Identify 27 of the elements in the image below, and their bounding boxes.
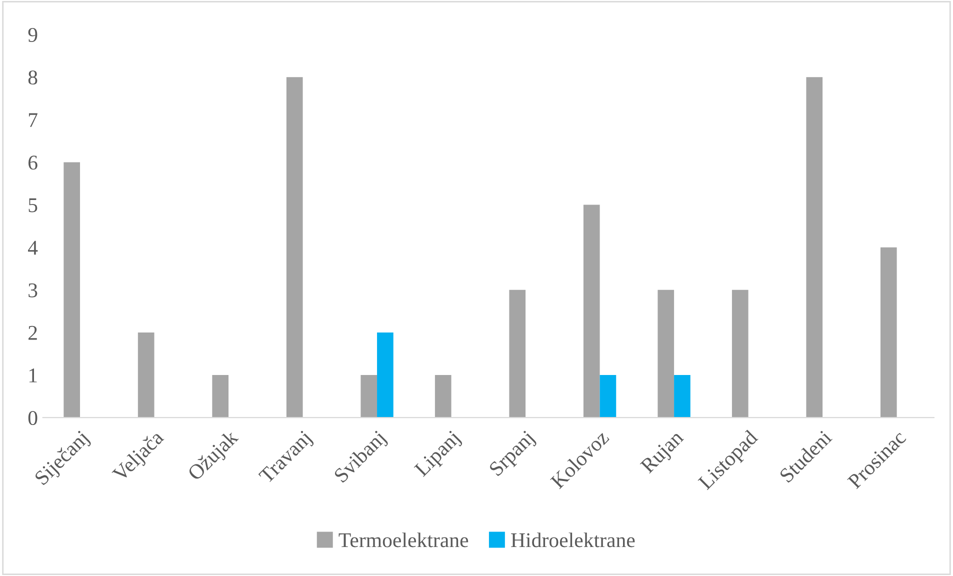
bar bbox=[286, 77, 303, 418]
bar bbox=[806, 77, 823, 418]
bar bbox=[583, 204, 600, 418]
legend-label: Termoelektrane bbox=[338, 532, 468, 548]
bar bbox=[732, 290, 748, 418]
y-tick-label: 9 bbox=[28, 28, 38, 42]
y-tick-label: 1 bbox=[29, 368, 37, 382]
y-tick-label: 8 bbox=[28, 70, 38, 85]
bar bbox=[880, 247, 897, 418]
y-tick-label: 4 bbox=[28, 240, 38, 255]
legend-label: Hidroelektrane bbox=[511, 532, 635, 548]
y-tick-label: 2 bbox=[28, 326, 37, 340]
y-tick-label: 0 bbox=[28, 410, 38, 426]
bar bbox=[64, 162, 80, 418]
bar bbox=[212, 375, 229, 418]
bar bbox=[509, 290, 526, 418]
bar bbox=[360, 375, 378, 418]
bar bbox=[377, 332, 394, 418]
y-tick-label: 7 bbox=[28, 113, 38, 127]
y-tick-label: 3 bbox=[28, 283, 38, 298]
bar bbox=[138, 332, 154, 418]
bar bbox=[674, 375, 690, 418]
bar bbox=[600, 375, 616, 418]
bar bbox=[434, 375, 452, 418]
y-tick-label: 6 bbox=[28, 156, 38, 170]
y-tick-label: 5 bbox=[28, 198, 38, 212]
bar bbox=[658, 290, 674, 418]
